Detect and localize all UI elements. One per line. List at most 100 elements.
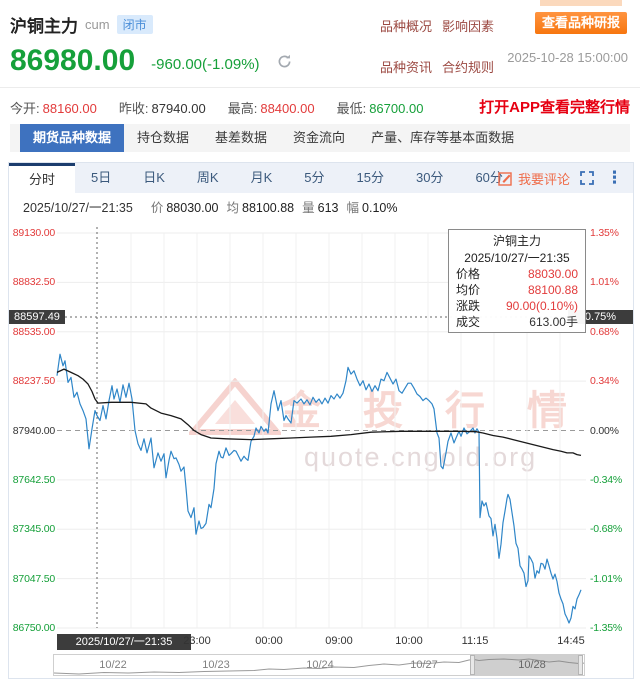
navigator-date-4[interactable]: 10/28 [518, 659, 546, 671]
header-link-0[interactable]: 品种概况 [380, 19, 433, 34]
header-link-1[interactable]: 影响因素 [442, 19, 495, 34]
refresh-icon[interactable] [276, 53, 293, 78]
navigator-sparkline [53, 658, 586, 675]
quote-item: 最低: 86700.00 [337, 98, 424, 117]
y-axis-left-label: 87940.00 [12, 424, 55, 437]
price-change: -960.00(-1.09%) [151, 56, 260, 73]
status-label: 幅 [346, 201, 360, 215]
status-label: 均 [226, 201, 239, 215]
chart-card: 分时 5日 日K 周K 月K 5分 15分 30分 60分 我要评论 ⋮ 2025/10/27/… [8, 162, 634, 679]
quote-timestamp: 2025-10-28 15:00:00 [507, 50, 628, 65]
tooltip-row-label: 价格 [456, 267, 481, 281]
tooltip-row-value: 88030.00 [527, 267, 578, 281]
header-links: 品种概况 影响因素品种资讯 合约规则 [380, 16, 510, 76]
quote-item-label: 昨收: [118, 101, 149, 116]
kebab-menu-icon[interactable]: ⋮ [606, 168, 623, 187]
data-tab-1[interactable]: 持仓数据 [137, 130, 190, 145]
header-link-3[interactable]: 合约规则 [442, 60, 495, 75]
y-axis-right-label: -1.01% [590, 572, 623, 585]
navigator-date-3[interactable]: 10/27 [410, 659, 438, 671]
range-navigator[interactable]: 10/22 10/23 10/24 10/27 10/28 [53, 654, 586, 676]
data-tab-3[interactable]: 资金流向 [293, 130, 346, 145]
y-axis-left-label: 87345.00 [12, 523, 55, 536]
period-tab-3[interactable]: 周K [196, 170, 219, 185]
tooltip-row-value: 90.00(0.10%) [505, 299, 578, 313]
data-tabs: 期货品种数据 持仓数据 基差数据 资金流向 产量、库存等基本面数据 [10, 124, 630, 152]
tooltip-row: 均价 88100.88 [456, 282, 578, 298]
y-axis-left-label: 88535.00 [12, 325, 55, 338]
x-axis-tick: 00:00 [255, 635, 283, 647]
y-axis-right-label: -0.68% [590, 523, 623, 536]
y-axis-right-label: 0.34% [590, 375, 619, 388]
navigator-right-handle[interactable] [578, 655, 583, 675]
navigator-date-1[interactable]: 10/23 [202, 659, 230, 671]
view-report-button[interactable]: 查看品种研报 [535, 12, 627, 34]
last-price: 86980.00 [10, 44, 136, 77]
minute-chart[interactable]: 金投行情 quote.cngold.org 89130.00 88832.50 88… [9, 223, 633, 634]
period-tab-7[interactable]: 30分 [415, 170, 444, 185]
period-toolbar: 分时 5日 日K 周K 月K 5分 15分 30分 60分 我要评论 ⋮ [9, 163, 633, 193]
status-value: 613 [317, 201, 339, 215]
status-value: 0.10% [362, 201, 398, 215]
y-axis-left-label: 89130.00 [12, 227, 55, 239]
instrument-title: 沪铜主力 [10, 16, 78, 36]
period-tab-2[interactable]: 日K [143, 170, 165, 185]
y-axis-left-label: 87642.50 [12, 473, 55, 486]
quote-summary-bar: 今开: 88160.00 昨收: 87940.00 最高: 88400.00 最低: 8670… [0, 88, 640, 120]
top-banner-strip [540, 0, 622, 6]
crosshair-time-box: 2025/10/27/一21:35 [57, 634, 191, 650]
period-tab-8[interactable]: 60分 [475, 170, 503, 185]
period-tab-4[interactable]: 月K [250, 170, 273, 185]
data-tab-4[interactable]: 产量、库存等基本面数据 [371, 130, 515, 145]
quote-item-value: 86700.00 [369, 101, 424, 116]
period-tab-6[interactable]: 15分 [356, 170, 384, 185]
y-axis-left-label: 88832.50 [12, 276, 55, 289]
data-tab-2[interactable]: 基差数据 [215, 130, 268, 145]
comment-button[interactable]: 我要评论 [498, 169, 570, 188]
status-value: 88030.00 [166, 201, 219, 215]
y-axis-left-label: 88237.50 [12, 375, 55, 388]
x-axis: 2025/10/27/一21:35 23:00 00:00 09:00 10:00 11… [9, 633, 633, 652]
x-axis-tick: 09:00 [325, 635, 353, 647]
fullscreen-icon[interactable] [580, 171, 594, 185]
quote-item-value: 88160.00 [42, 101, 97, 116]
chart-tooltip: 沪铜主力 2025/10/27/一21:35 价格 88030.00 均价 88100… [448, 229, 586, 333]
tooltip-row-value: 88100.88 [527, 283, 578, 297]
quote-item-label: 最高: [227, 101, 258, 116]
data-tab-0[interactable]: 期货品种数据 [20, 124, 125, 152]
crosshair-status-line: 2025/10/27/一21:35 价 88030.00 均 88100.88 量 613 幅… [23, 201, 398, 215]
period-tab-0[interactable]: 分时 [9, 163, 76, 193]
tooltip-row: 成交 613.00手 [456, 314, 578, 330]
y-axis-right-label: -1.35% [590, 622, 623, 634]
instrument-symbol: cum [85, 16, 110, 32]
status-label: 价 [150, 201, 164, 215]
y-axis-right-label: 0.68% [590, 325, 619, 338]
tooltip-row: 涨跌 90.00(0.10%) [456, 298, 578, 314]
header-link-2[interactable]: 品种资讯 [380, 60, 433, 75]
x-axis-tick: 23:00 [183, 635, 211, 647]
quote-item: 最高: 88400.00 [228, 98, 315, 117]
x-axis-tick: 14:45 [557, 635, 585, 647]
navigator-date-0[interactable]: 10/22 [99, 659, 127, 671]
quote-header: 沪铜主力 cum 闭市 86980.00 -960.00(-1.09%) 品种概… [0, 0, 640, 88]
quote-item-label: 今开: [10, 101, 40, 116]
y-axis-right-label: 0.00% [590, 424, 619, 437]
y-axis-left-label: 87047.50 [12, 572, 55, 585]
edit-icon [498, 171, 512, 186]
tooltip-row-label: 均价 [456, 283, 481, 297]
market-status-badge: 闭市 [116, 14, 153, 34]
quote-item: 昨收: 87940.00 [119, 98, 206, 117]
navigator-selected-range[interactable] [474, 655, 580, 675]
y-axis-right-label: 1.01% [590, 276, 619, 289]
period-tab-5[interactable]: 5分 [304, 170, 325, 185]
tooltip-row-value: 613.00手 [529, 315, 578, 329]
open-app-link[interactable]: 打开APP查看完整行情 [479, 99, 630, 116]
period-tab-1[interactable]: 5日 [91, 170, 112, 185]
crosshair-price-box: 88597.49 [9, 310, 65, 324]
status-value: 88100.88 [242, 201, 295, 215]
navigator-date-2[interactable]: 10/24 [306, 659, 334, 671]
tooltip-row-label: 成交 [456, 315, 481, 329]
y-axis-right-label: 1.35% [590, 227, 619, 239]
navigator-left-handle[interactable] [470, 655, 475, 675]
